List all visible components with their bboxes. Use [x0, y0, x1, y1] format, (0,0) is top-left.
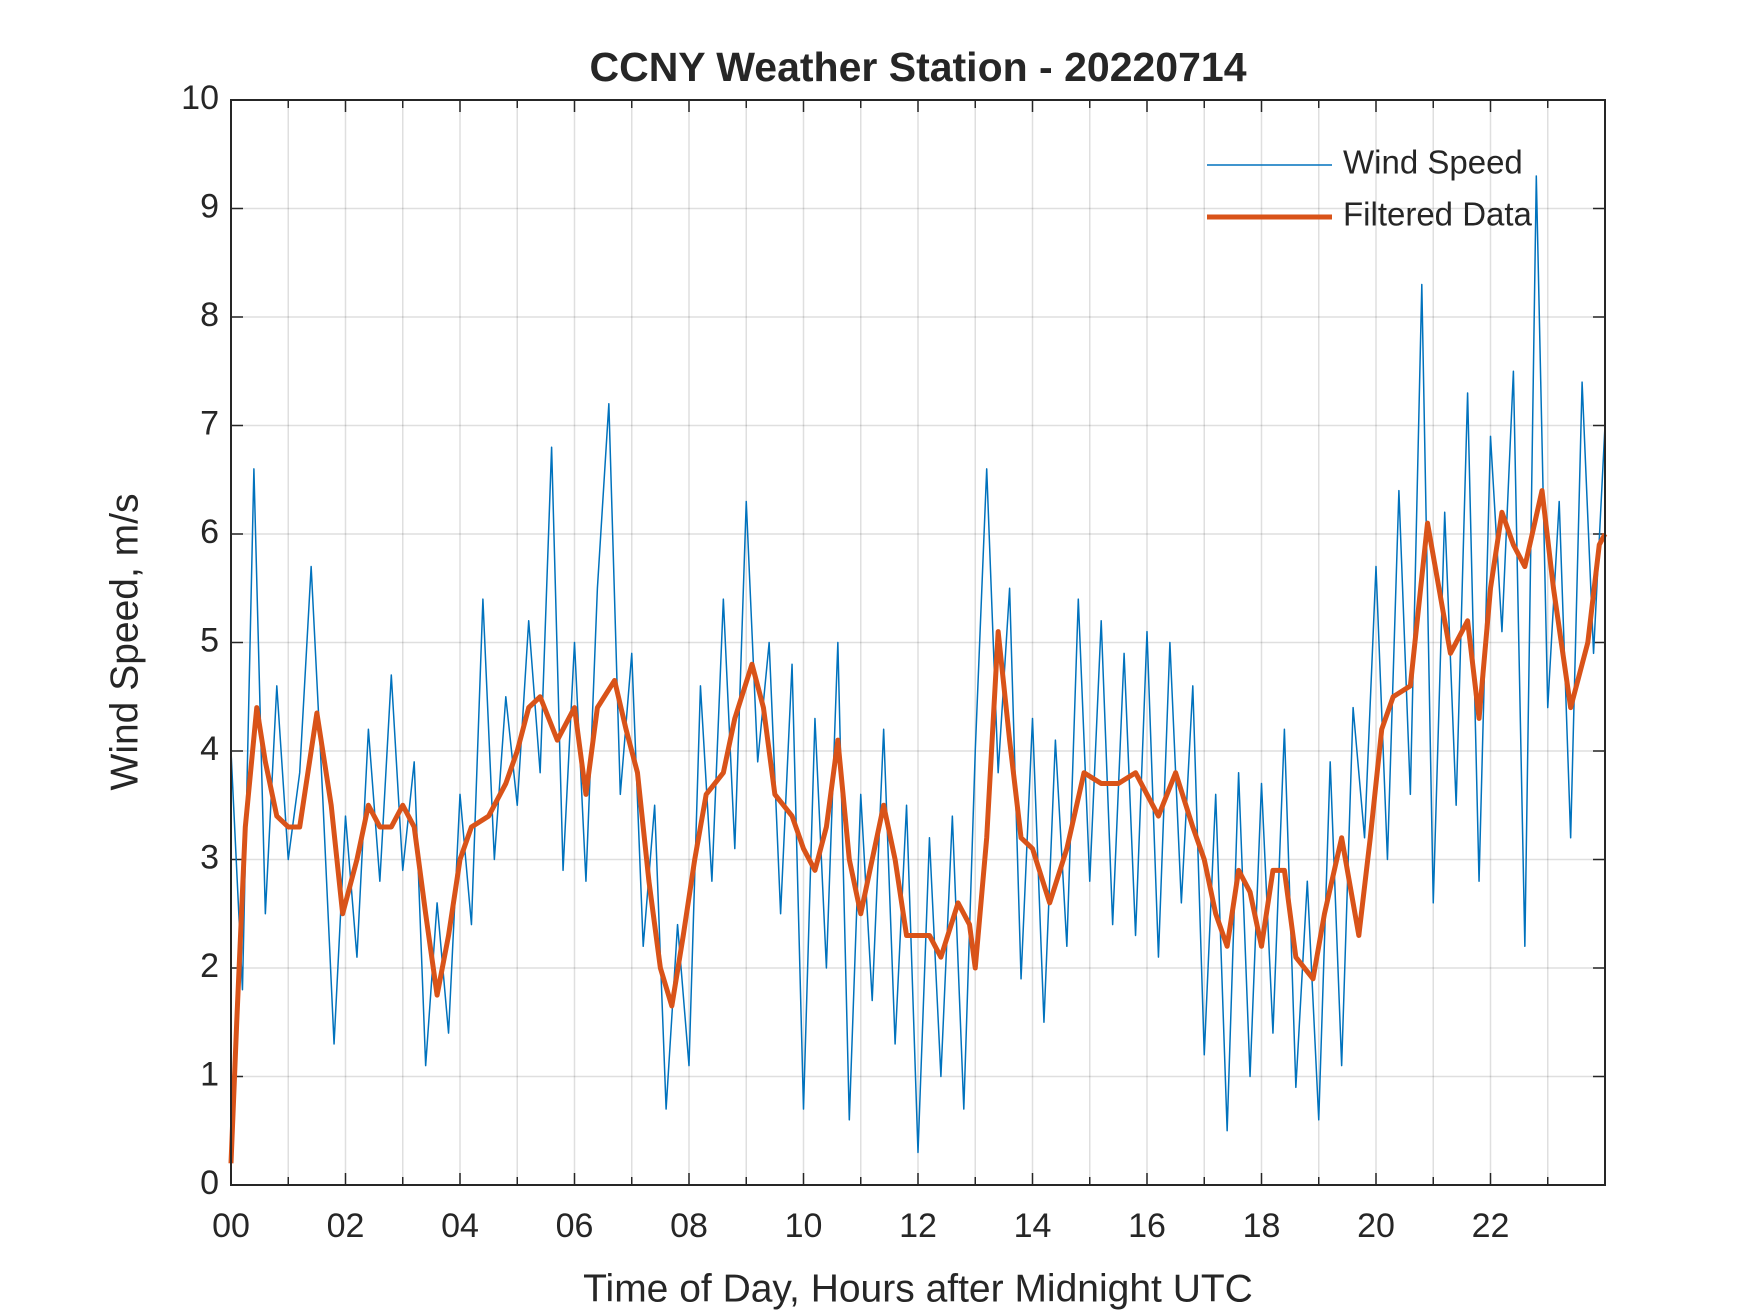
x-tick-label: 08	[670, 1207, 708, 1245]
y-tick-label: 5	[200, 621, 219, 659]
data-line	[228, 488, 1608, 1164]
legend-label: Filtered Data	[1343, 196, 1533, 233]
x-axis-label: Time of Day, Hours after Midnight UTC	[583, 1267, 1253, 1310]
y-tick-label: 8	[200, 296, 219, 334]
x-tick-label: 12	[899, 1207, 937, 1245]
y-tick-label: 10	[181, 79, 219, 117]
data-line	[230, 175, 1606, 1154]
x-tick-label: 00	[212, 1207, 250, 1245]
y-tick-label: 4	[200, 730, 219, 768]
x-tick-label: 04	[441, 1207, 479, 1245]
x-tick-label: 06	[556, 1207, 594, 1245]
legend-label: Wind Speed	[1343, 144, 1523, 181]
x-tick-label: 14	[1014, 1207, 1052, 1245]
y-tick-label: 3	[200, 838, 219, 876]
chart-title: CCNY Weather Station - 20220714	[589, 44, 1246, 90]
y-tick-label: 7	[200, 404, 219, 442]
x-tick-label: 02	[327, 1207, 365, 1245]
plot-frame	[230, 99, 1606, 1186]
x-tick-label: 10	[785, 1207, 823, 1245]
y-tick-label: 9	[200, 187, 219, 225]
x-tick-label: 16	[1128, 1207, 1166, 1245]
x-tick-label: 18	[1243, 1207, 1281, 1245]
y-tick-label: 1	[200, 1055, 219, 1093]
x-tick-label: 22	[1472, 1207, 1510, 1245]
y-tick-label: 0	[200, 1164, 219, 1202]
y-tick-label: 6	[200, 513, 219, 551]
x-tick-label: 20	[1357, 1207, 1395, 1245]
y-axis-label: Wind Speed, m/s	[103, 494, 146, 791]
y-tick-label: 2	[200, 947, 219, 985]
